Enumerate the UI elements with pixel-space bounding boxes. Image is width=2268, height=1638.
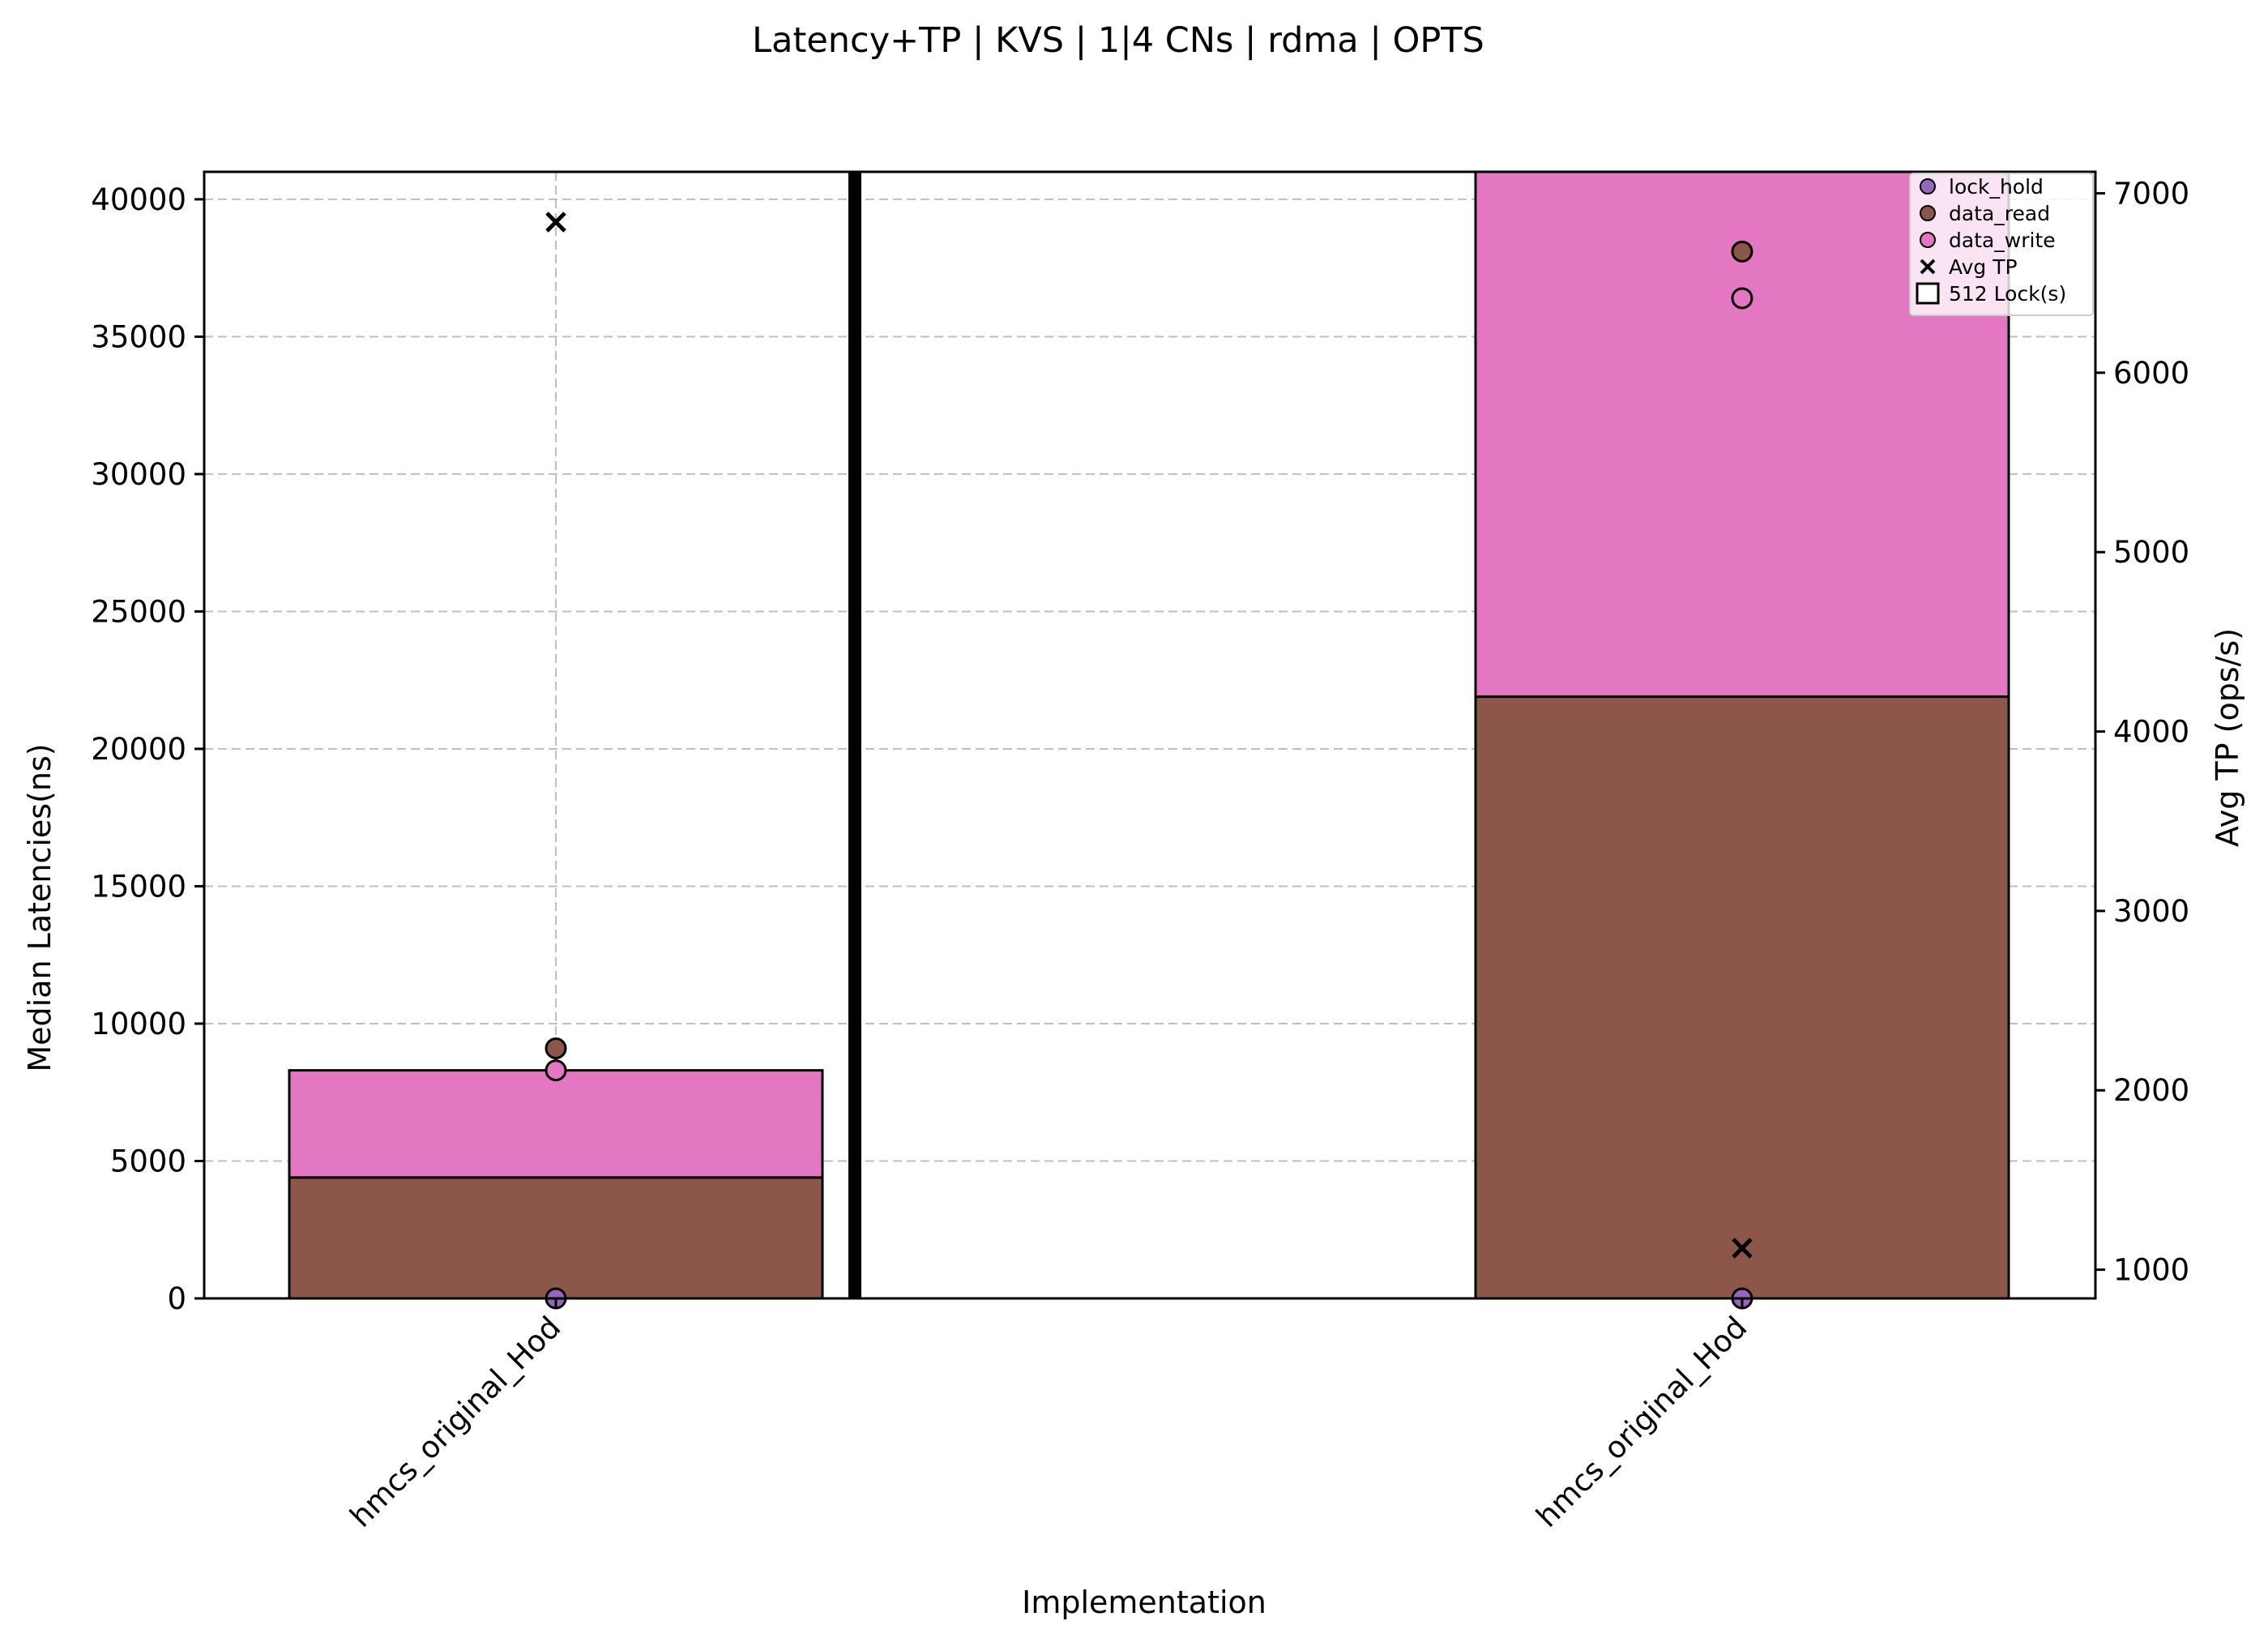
marker-data-write xyxy=(1731,287,1753,310)
legend-label: data_write xyxy=(1949,229,2056,252)
marker-avg-tp xyxy=(1732,1238,1753,1259)
y-axis-label: Median Latencies(ns) xyxy=(22,743,58,1071)
y-tick-label: 20000 xyxy=(91,732,186,767)
y-tick-label: 30000 xyxy=(91,457,186,492)
y-tick-label: 35000 xyxy=(91,319,186,354)
legend-symbol xyxy=(1920,205,1936,221)
plot-frame xyxy=(203,170,2097,1300)
y-tick-label: 0 xyxy=(167,1281,186,1316)
bar-group xyxy=(288,172,2010,1298)
plot-area: 0 5000 10000 15000 20000 25000 30000 35000 40000… xyxy=(91,170,2189,1534)
bar-data-write xyxy=(288,1069,824,1179)
legend-label: lock_hold xyxy=(1949,175,2044,199)
bar-data-read xyxy=(288,1176,824,1298)
marker-avg-tp xyxy=(545,212,566,233)
x-tick-label: hmcs_original_Hod xyxy=(344,1310,568,1534)
y-tick-label: 5000 xyxy=(110,1144,186,1178)
legend-symbol xyxy=(1920,259,1936,275)
y-tick-label: 10000 xyxy=(91,1007,186,1041)
y2-tick-label: 1000 xyxy=(2113,1253,2189,1288)
y2-tick-label: 4000 xyxy=(2113,715,2189,750)
y2-tick-label: 5000 xyxy=(2113,535,2189,570)
marker-data-read xyxy=(1731,240,1753,263)
x-tick-label: hmcs_original_Hod xyxy=(1530,1310,1754,1534)
legend-label: data_read xyxy=(1949,202,2050,225)
x-axis-label: Implementation xyxy=(1022,1585,1266,1620)
y2-axis-label: Avg TP (ops/s) xyxy=(2210,628,2245,847)
legend-label: Avg TP xyxy=(1949,255,2018,279)
y-tick-label: 40000 xyxy=(91,182,186,217)
legend-symbol xyxy=(1916,282,1940,305)
marker-data-read xyxy=(545,1037,567,1059)
legend-box xyxy=(1909,173,2094,316)
legend-symbol xyxy=(1920,232,1936,248)
y2-tick-label: 2000 xyxy=(2113,1073,2189,1108)
y2-tick-label: 3000 xyxy=(2113,894,2189,929)
legend-label: 512 Lock(s) xyxy=(1949,282,2066,306)
y-tick-label: 15000 xyxy=(91,869,186,904)
y2-tick-label: 6000 xyxy=(2113,356,2189,391)
y-tick-label: 25000 xyxy=(91,594,186,629)
legend-symbol xyxy=(1920,178,1936,195)
y2-tick-label: 7000 xyxy=(2113,177,2189,212)
chart-title: Latency+TP | KVS | 1|4 CNs | rdma | OPTS xyxy=(752,20,1484,61)
bar-data-read xyxy=(1474,695,2010,1298)
marker-data-write xyxy=(545,1059,567,1082)
